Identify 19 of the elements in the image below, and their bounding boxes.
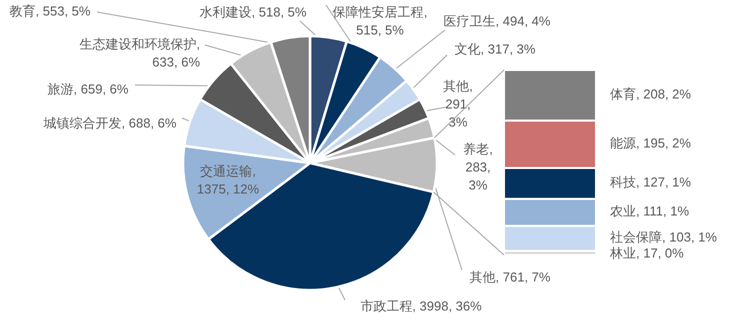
data-label: 市政工程, 3998, 36% xyxy=(360,298,482,314)
data-label: 旅游, 659, 6% xyxy=(48,81,128,96)
data-label: 保障性安居工程, 515, 5% xyxy=(332,4,428,38)
data-label: 交通运输, 1375, 12% xyxy=(196,163,260,196)
data-label: 医疗卫生, 494, 4% xyxy=(444,13,550,28)
data-label: 其他, 291, 3% xyxy=(443,78,473,130)
data-label: 林业, 17, 0% xyxy=(610,246,684,261)
data-label: 生态建设和环境保护, 633, 6% xyxy=(79,36,200,70)
data-label: 社会保障, 103, 1% xyxy=(610,230,717,245)
data-label: 科技, 127, 1% xyxy=(610,174,691,190)
data-label: 水利建设, 518, 5% xyxy=(200,4,306,20)
data-label: 养老, 283, 3% xyxy=(463,141,493,192)
data-label: 体育, 208, 2% xyxy=(610,86,691,102)
data-label: 其他, 761, 7% xyxy=(470,269,550,284)
data-label: 文化, 317, 3% xyxy=(454,41,536,56)
data-label: 教育, 553, 5% xyxy=(10,3,90,18)
data-label: 农业, 111, 1% xyxy=(610,204,690,219)
data-label: 能源, 195, 2% xyxy=(610,136,691,151)
data-label: 城镇综合开发, 688, 6% xyxy=(44,115,176,130)
